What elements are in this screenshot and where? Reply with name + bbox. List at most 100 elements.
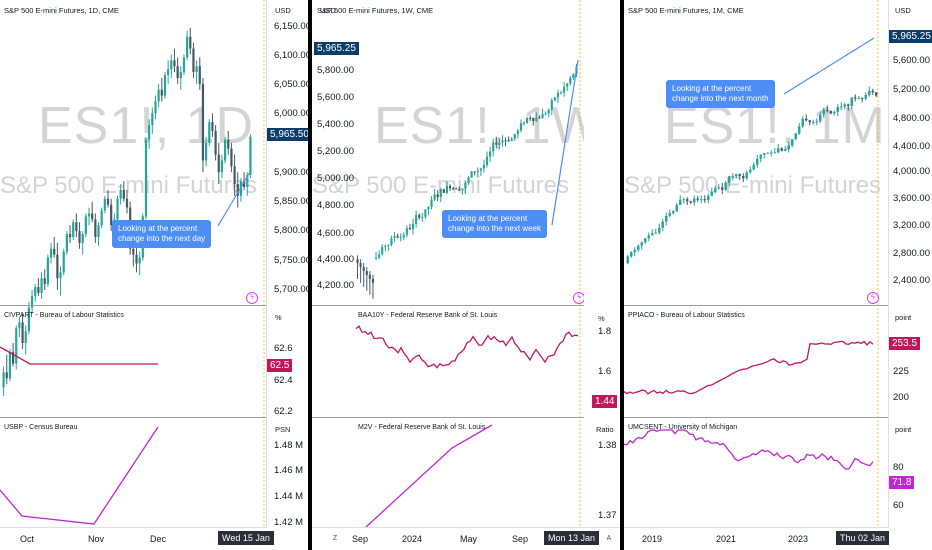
candle-body — [40, 278, 43, 293]
price-tick: 6,000.00 — [274, 108, 308, 119]
candle-body — [56, 254, 59, 279]
indicator-unit: Ratio — [596, 425, 614, 434]
time-axis[interactable]: Oct Nov Dec Wed 15 Jan — [0, 527, 274, 550]
candle-body — [236, 184, 239, 196]
candle-body — [135, 254, 138, 264]
indicator-tick: 1.37 — [598, 510, 617, 521]
candle-body — [8, 351, 12, 379]
candle-body — [387, 244, 390, 246]
crosshair-date-tag: Mon 13 Jan — [544, 531, 600, 545]
auto-scale-button[interactable]: A — [606, 535, 612, 542]
candle-body — [138, 257, 141, 264]
candle-body — [176, 66, 179, 78]
candle-body — [550, 100, 553, 110]
pane-divider[interactable] — [0, 305, 308, 306]
indicator-tick: 62.6 — [274, 343, 293, 354]
candle-body — [68, 234, 72, 237]
tradingview-spark-icon[interactable]: ϟ — [246, 292, 258, 304]
candle-body — [84, 216, 87, 235]
candle-body — [217, 154, 220, 173]
price-tick: 5,800.00 — [317, 65, 354, 76]
price-tick: 5,000.00 — [317, 173, 354, 184]
candle-body — [384, 245, 387, 247]
indicator-title: BAA10Y - Federal Reserve Bank of St. Lou… — [358, 312, 498, 319]
time-axis[interactable]: 2019 2021 2023 Thu 02 Jan — [624, 527, 890, 550]
chart-panel-weekly[interactable]: ES1!, 1W S&P 500 E-mini Futures S&P 500 … — [312, 0, 620, 550]
price-tick: 4,000.00 — [893, 166, 930, 177]
tradingview-spark-icon[interactable]: ϟ — [867, 292, 879, 304]
indicator-unit: PSN — [275, 425, 291, 434]
candle-body — [220, 160, 224, 173]
candle-body — [801, 118, 804, 127]
indicator-axis[interactable]: % 1.8 1.6 1.44 Ratio 1.38 1.37 — [590, 306, 620, 528]
chart-panel-daily[interactable]: ES1!, 1D S&P 500 E-mini Futures S&P 500 … — [0, 0, 308, 550]
candle-body — [182, 57, 186, 73]
candle-body — [532, 117, 535, 122]
candle-body — [513, 134, 516, 139]
pane-divider[interactable] — [312, 305, 620, 306]
indicator-tick: 1.6 — [598, 366, 612, 377]
indicator-line — [0, 426, 159, 525]
candle-body — [857, 97, 860, 99]
price-chart[interactable] — [312, 0, 584, 528]
indicator-last-tag: 71.8 — [889, 476, 915, 489]
price-chart[interactable] — [0, 0, 266, 528]
pane-divider[interactable] — [0, 417, 308, 418]
candle-body — [399, 237, 402, 239]
price-tick: 2,400.00 — [893, 275, 930, 286]
candle-body — [356, 259, 359, 264]
candle-body — [829, 110, 832, 114]
candle-body — [640, 242, 643, 246]
price-tick: 5,900.00 — [274, 167, 308, 178]
price-chart[interactable] — [624, 0, 888, 528]
candle-body — [759, 154, 762, 159]
left-price-axis[interactable]: USD 5,965.25 5,800.00 5,600.00 5,400.00 … — [312, 0, 374, 528]
indicator-tick: 1.8 — [598, 326, 612, 337]
candle-body — [179, 72, 182, 78]
candle-body — [464, 182, 467, 189]
price-tick: 5,800.00 — [274, 225, 308, 236]
candle-body — [30, 295, 34, 308]
candle-body — [223, 139, 227, 161]
candle-body — [455, 188, 458, 190]
chart-panel-monthly[interactable]: ES1!, 1M S&P 500 E-mini Futures S&P 500 … — [624, 0, 932, 550]
candle-body — [34, 287, 37, 296]
candle-body — [230, 148, 233, 167]
candle-body — [18, 322, 21, 329]
price-axis[interactable]: USD 6,150.00 6,100.00 6,050.00 6,000.00 … — [266, 0, 308, 528]
candle-body — [65, 234, 68, 252]
candle-body — [700, 199, 703, 201]
indicator-unit: % — [275, 313, 282, 322]
candle-body — [815, 121, 818, 123]
candle-body — [686, 199, 689, 202]
candle-body — [826, 109, 829, 111]
price-tick: 6,100.00 — [274, 50, 308, 61]
candle-body — [11, 351, 15, 364]
price-tick: 4,600.00 — [317, 228, 354, 239]
candle-body — [439, 189, 442, 198]
candle-body — [553, 97, 556, 101]
candle-body — [679, 199, 682, 205]
pane-divider[interactable] — [624, 417, 932, 418]
candle-body — [535, 117, 538, 122]
annotation-line-2: change into the next week — [448, 224, 541, 233]
candle-body — [442, 189, 445, 193]
candle-body — [504, 140, 507, 142]
annotation-line-1: Looking at the percent — [672, 84, 752, 93]
price-axis[interactable]: USD 5,965.25 5,600.00 5,200.00 4,800.00 … — [888, 0, 932, 528]
zoom-button[interactable]: Z — [332, 535, 338, 542]
indicator-tick: 1.48 M — [274, 440, 304, 451]
indicator-tick: 225 — [893, 366, 909, 377]
price-axis[interactable] — [584, 0, 620, 528]
price-tick: 5,700.00 — [274, 284, 308, 295]
candle-body — [427, 206, 430, 210]
candle-body — [21, 322, 24, 343]
candle-body — [91, 213, 94, 220]
candle-body — [495, 142, 498, 145]
candle-body — [847, 104, 850, 106]
candle-body — [519, 123, 523, 131]
pane-divider[interactable] — [624, 305, 932, 306]
pane-divider[interactable] — [312, 417, 620, 418]
time-axis[interactable]: Z Sep 2024 May Sep Mon 13 Jan A — [312, 527, 620, 550]
candle-body — [526, 117, 529, 123]
